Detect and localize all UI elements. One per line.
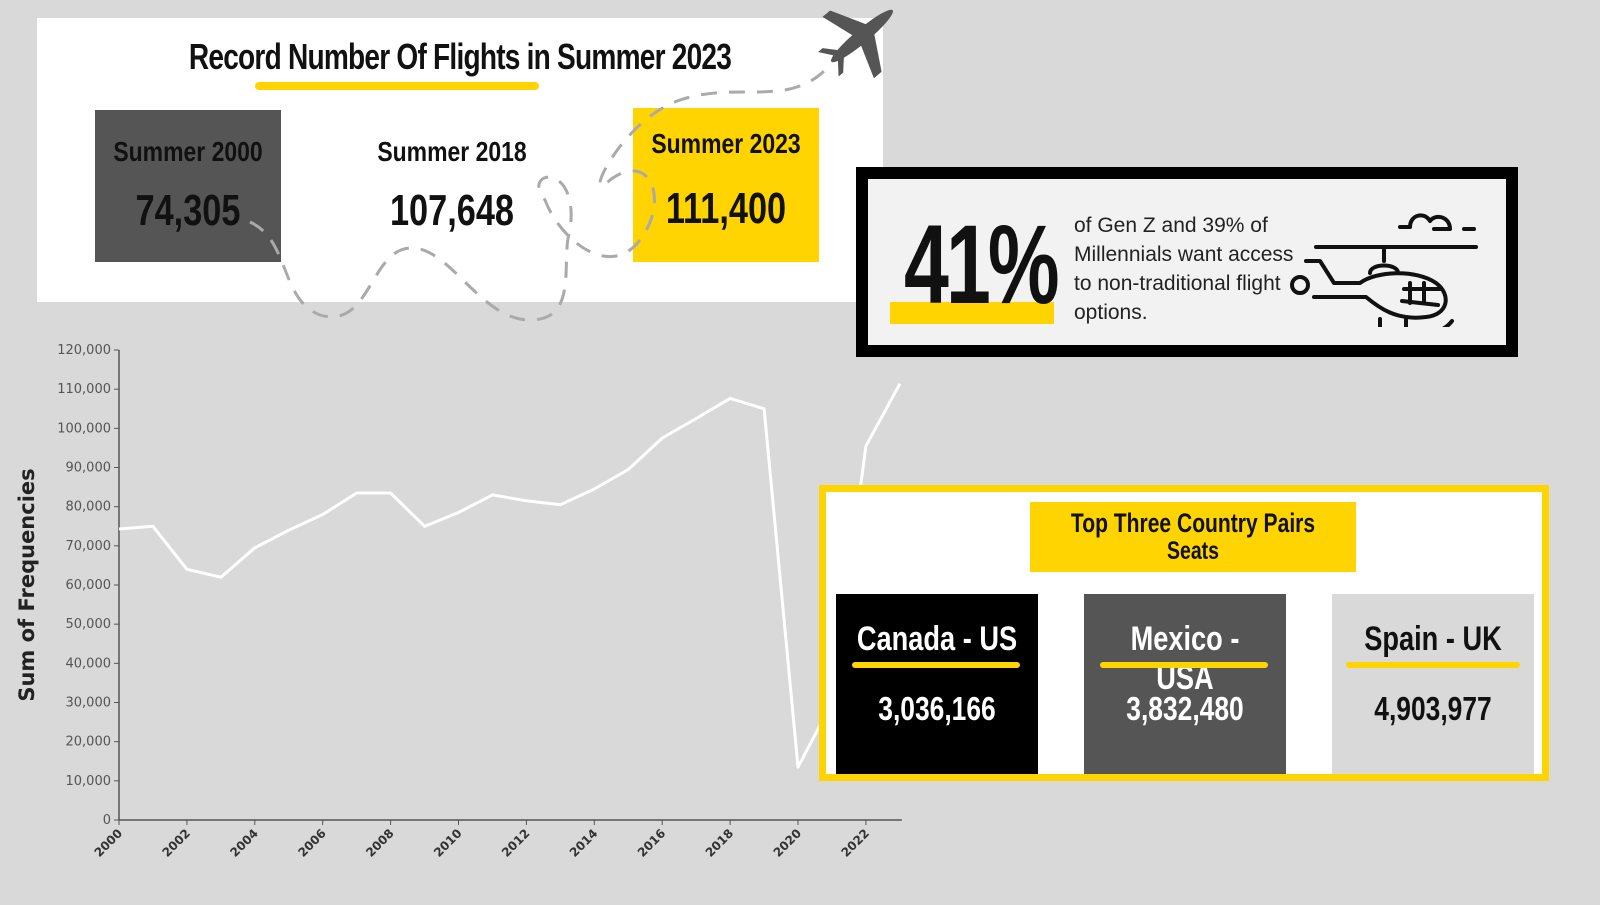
y-tick-label: 40,000: [66, 656, 112, 671]
x-tick-label: 2008: [363, 826, 397, 860]
y-axis: 0 10,000 20,000 30,000 40,000 50,000 60,000 70,…: [57, 343, 120, 828]
pair-seats: 3,832,480: [1126, 690, 1244, 727]
stat-summer-2000: Summer 2000 74,305: [95, 110, 281, 262]
x-tick-label: 2014: [567, 826, 601, 860]
stat-value: 74,305: [135, 186, 241, 235]
y-tick-label: 70,000: [66, 539, 112, 554]
y-tick-label: 50,000: [66, 617, 112, 632]
x-tick-label: 2004: [227, 826, 261, 860]
record-flights-card: Record Number Of Flights in Summer 2023 …: [37, 18, 883, 302]
line-chart: Sum of Frequencies 0 10,000 20,000 30,000 40…: [0, 330, 920, 900]
x-tick-label: 2002: [160, 826, 194, 860]
series-line: [118, 382, 902, 769]
y-tick-label: 100,000: [57, 421, 111, 436]
y-tick-label: 120,000: [57, 343, 111, 358]
stat-value: 111,400: [665, 184, 787, 233]
x-tick-label: 2012: [499, 826, 533, 860]
pairs-header: Top Three Country Pairs Seats: [1030, 502, 1356, 572]
y-tick-label: 90,000: [66, 461, 112, 476]
stat-label: Summer 2000: [113, 136, 263, 167]
title-underline: [255, 82, 539, 90]
pairs-title: Top Three Country Pairs: [1070, 508, 1316, 538]
pairs-subtitle: Seats: [1166, 537, 1220, 565]
stat-summer-2018: Summer 2018 107,648: [359, 110, 545, 262]
y-tick-label: 80,000: [66, 500, 112, 515]
pair-name: Mexico - USA: [1130, 620, 1240, 697]
genz-stat-card: 41% of Gen Z and 39% of Millennials want…: [856, 167, 1518, 357]
y-tick-label: 60,000: [66, 578, 112, 593]
pair-canada-us: Canada - US 3,036,166: [836, 594, 1038, 774]
y-tick-label: 30,000: [66, 696, 112, 711]
y-axis-label: Sum of Frequencies: [15, 468, 39, 701]
stat-value: 107,648: [389, 186, 515, 235]
pair-underline: [852, 662, 1020, 668]
pair-mexico-usa: Mexico - USA 3,832,480: [1084, 594, 1286, 774]
page-title: Record Number Of Flights in Summer 2023: [188, 36, 732, 77]
x-tick-label: 2020: [771, 826, 805, 860]
y-tick-label: 110,000: [57, 382, 111, 397]
y-tick-label: 10,000: [66, 774, 112, 789]
x-tick-label: 2018: [703, 826, 737, 860]
pair-name: Spain - UK: [1364, 620, 1502, 658]
pair-name: Canada - US: [856, 620, 1018, 658]
pair-seats: 4,903,977: [1374, 690, 1492, 727]
y-tick-label: 20,000: [66, 735, 112, 750]
helicopter-icon: [1290, 213, 1478, 327]
stat-summer-2023: Summer 2023 111,400: [633, 108, 819, 262]
percent-highlight: [890, 302, 1054, 324]
country-pairs-card: Top Three Country Pairs Seats Canada - U…: [819, 485, 1549, 781]
pair-underline: [1346, 662, 1520, 668]
x-tick-label: 2010: [431, 826, 465, 860]
chart-canvas: Sum of Frequencies 0 10,000 20,000 30,000 40…: [15, 343, 902, 860]
y-tick-label: 0: [103, 813, 111, 828]
x-tick-label: 2006: [295, 826, 329, 860]
x-tick-label: 2016: [635, 826, 669, 860]
x-tick-label: 2022: [839, 826, 873, 860]
x-axis: 2000 2002 2004 2006 2008 2010 2012 2014 2016 2018…: [92, 819, 902, 860]
genz-description: of Gen Z and 39% of Millennials want acc…: [1074, 214, 1294, 324]
stat-label: Summer 2018: [377, 136, 527, 167]
stat-label: Summer 2023: [651, 128, 801, 159]
pair-seats: 3,036,166: [878, 690, 996, 727]
pair-spain-uk: Spain - UK 4,903,977: [1332, 594, 1534, 774]
percent-value: 41%: [904, 202, 1060, 327]
x-tick-label: 2000: [92, 826, 126, 860]
pair-underline: [1100, 662, 1268, 668]
